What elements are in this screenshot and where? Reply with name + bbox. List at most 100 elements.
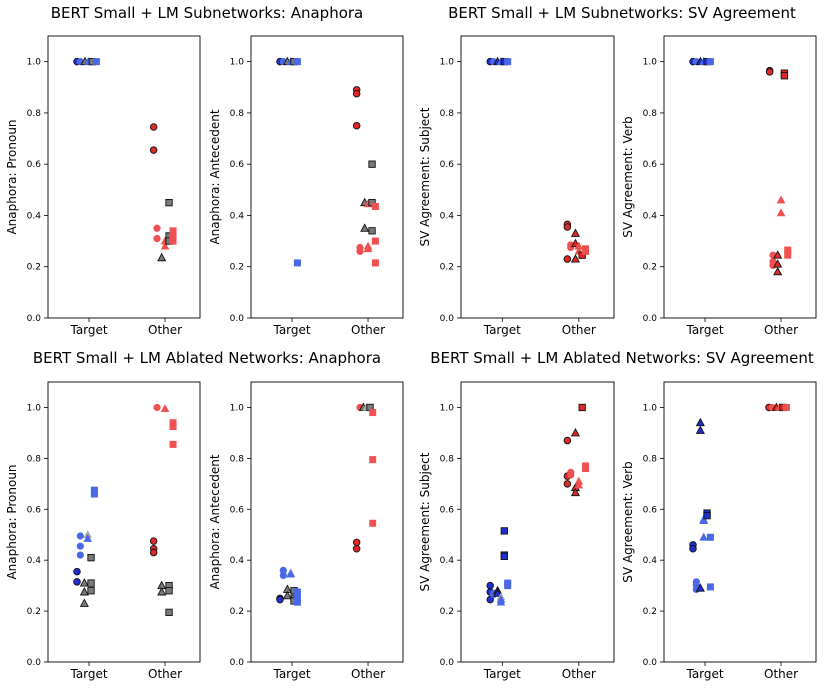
data-point-circle: [73, 578, 81, 586]
data-point-square: [582, 247, 590, 255]
data-point-square: [504, 58, 512, 66]
data-point-circle: [149, 123, 158, 131]
y-tick-label: 1.0: [440, 58, 455, 68]
axes-frame: [250, 35, 404, 319]
data-point-triangle: [776, 208, 786, 217]
axes-frame: [663, 35, 817, 319]
data-point-circle: [352, 538, 361, 547]
data-point-triangle: [493, 588, 503, 597]
data-point-square: [371, 259, 379, 267]
data-point-triangle: [574, 480, 584, 489]
y-tick-label: 0.4: [440, 211, 455, 221]
data-point-square: [703, 511, 711, 520]
y-tick-label: 0.0: [440, 658, 455, 668]
data-point-square: [369, 519, 377, 527]
data-point-square: [782, 403, 790, 411]
y-tick-label: 0.0: [27, 658, 42, 668]
data-point-triangle: [699, 516, 709, 525]
data-point-triangle: [160, 241, 170, 250]
y-tick-label: 0.0: [643, 314, 658, 324]
y-tick-label: 0.4: [230, 556, 245, 566]
panel-6: 0.0 0.2 0.4 0.6 0.8 1.0 Target Other Anaphora: A…: [208, 381, 404, 681]
y-tick-label: 0.0: [643, 658, 658, 668]
data-point-triangle: [570, 228, 581, 237]
y-tick-label: 0.2: [643, 263, 657, 273]
data-point-square: [165, 587, 173, 595]
y-tick-label: 0.2: [27, 263, 41, 273]
data-point-triangle: [699, 532, 709, 541]
data-point-triangle: [157, 587, 167, 596]
y-tick-label: 0.4: [440, 556, 455, 566]
y-tick-label: 0.4: [230, 211, 245, 221]
x-tick-label: Target: [69, 667, 107, 681]
y-tick-label: 0.6: [27, 160, 42, 170]
x-tick-label: Other: [562, 667, 596, 681]
axes-frame: [460, 35, 615, 319]
y-tick-label: 0.2: [230, 607, 244, 617]
data-point-triangle: [695, 417, 705, 427]
data-point-square: [371, 237, 379, 245]
data-point-circle: [76, 542, 84, 550]
y-tick-label: 1.0: [230, 58, 245, 68]
y-tick-label: 0.4: [27, 556, 42, 566]
x-tick-label: Other: [764, 667, 798, 681]
data-point-square: [165, 198, 173, 207]
data-point-circle: [149, 146, 158, 154]
data-point-triangle: [496, 597, 506, 606]
data-point-triangle: [570, 487, 581, 497]
x-tick-label: Other: [351, 667, 385, 681]
data-point-square: [169, 440, 177, 448]
data-point-circle: [153, 234, 161, 243]
y-axis-label: Anaphora: Antecedent: [208, 109, 222, 244]
panel-2: 0.0 0.2 0.4 0.6 0.8 1.0 Target Other Anaphora: A…: [208, 35, 404, 337]
y-tick-label: 1.0: [230, 403, 245, 413]
y-tick-label: 0.6: [643, 505, 658, 515]
data-point-circle: [352, 121, 361, 130]
y-tick-label: 0.8: [27, 454, 42, 464]
data-point-square: [92, 58, 100, 66]
data-point-triangle: [157, 252, 167, 262]
y-tick-label: 0.6: [440, 160, 455, 170]
data-point-circle: [73, 567, 81, 576]
y-tick-label: 0.2: [643, 607, 657, 617]
data-point-triangle: [282, 590, 292, 600]
panel-8: 0.0 0.2 0.4 0.6 0.8 1.0 Target Other SV Agreemen…: [621, 381, 817, 681]
x-tick-label: Target: [272, 667, 310, 681]
data-point-circle: [765, 68, 774, 76]
panel-5: 0.0 0.2 0.4 0.6 0.8 1.0 Target Other Anaphora: P…: [5, 381, 201, 681]
data-point-triangle: [773, 250, 783, 259]
panel-4: 0.0 0.2 0.4 0.6 0.8 1.0 Target Other SV Agreemen…: [621, 35, 817, 337]
y-tick-label: 1.0: [27, 403, 42, 413]
x-tick-label: Target: [483, 667, 521, 681]
data-point-triangle: [570, 427, 581, 437]
y-tick-label: 1.0: [643, 58, 658, 68]
x-tick-label: Target: [272, 323, 310, 337]
y-tick-label: 1.0: [440, 403, 455, 413]
y-tick-label: 0.6: [27, 505, 42, 515]
y-axis-label: Anaphora: Pronoun: [5, 464, 19, 579]
x-tick-label: Other: [351, 323, 385, 337]
data-point-square: [500, 527, 508, 535]
data-point-square: [169, 237, 177, 245]
y-tick-label: 0.8: [643, 454, 658, 464]
y-axis-label: Anaphora: Pronoun: [5, 119, 19, 234]
y-tick-label: 0.4: [27, 211, 42, 221]
data-point-circle: [279, 571, 287, 580]
data-point-square: [504, 582, 512, 590]
data-point-circle: [486, 581, 494, 590]
data-point-circle: [563, 223, 572, 231]
data-point-circle: [276, 595, 284, 604]
x-tick-label: Other: [764, 323, 798, 337]
data-point-circle: [356, 247, 364, 255]
data-point-circle: [76, 532, 84, 540]
data-point-square: [169, 423, 177, 431]
y-tick-label: 1.0: [27, 58, 42, 68]
data-point-circle: [153, 224, 161, 232]
data-point-square: [90, 490, 98, 498]
y-tick-label: 0.8: [440, 109, 455, 119]
data-point-circle: [563, 255, 572, 263]
y-tick-label: 0.6: [643, 160, 658, 170]
data-point-triangle: [773, 266, 783, 276]
data-point-square: [371, 202, 379, 210]
